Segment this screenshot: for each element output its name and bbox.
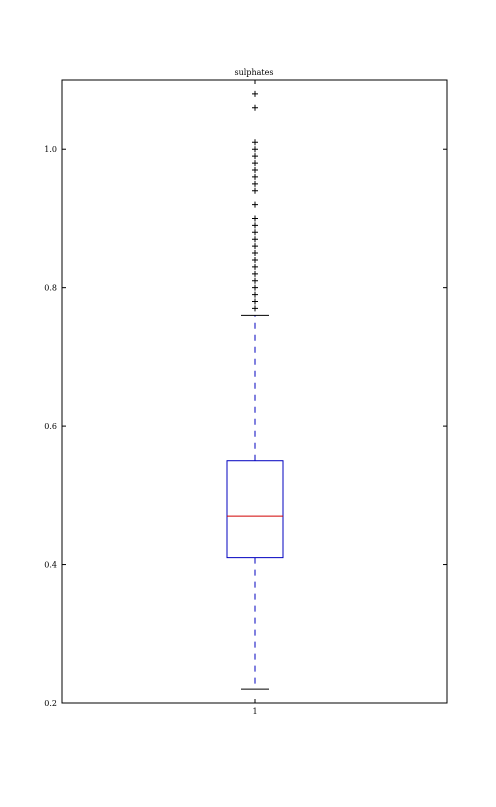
outlier-point <box>252 284 258 291</box>
outlier-point <box>252 236 258 243</box>
chart-title: sulphates <box>235 68 274 77</box>
outlier-point <box>252 243 258 250</box>
outlier-point <box>252 180 258 187</box>
outlier-point <box>252 305 258 312</box>
outlier-point <box>252 270 258 277</box>
outlier-point <box>252 166 258 173</box>
x-tick-label: 1 <box>252 707 257 716</box>
outlier-point <box>252 90 258 97</box>
outlier-point <box>252 229 258 236</box>
outlier-point <box>252 173 258 180</box>
outlier-point <box>252 201 258 208</box>
outlier-point <box>252 153 258 160</box>
y-tick-label: 0.2 <box>44 699 57 708</box>
outlier-point <box>252 277 258 284</box>
outlier-point <box>252 250 258 257</box>
y-tick-label: 0.6 <box>44 422 57 431</box>
outlier-point <box>252 215 258 222</box>
outlier-point <box>252 291 258 298</box>
outlier-point <box>252 146 258 153</box>
outlier-point <box>252 263 258 270</box>
outlier-point <box>252 139 258 146</box>
plot-area: 0.2 0.4 0.6 0.8 1.0 1 <box>44 79 448 716</box>
y-tick-label: 0.4 <box>44 561 57 570</box>
outlier-point <box>252 104 258 111</box>
y-tick-label: 0.8 <box>44 284 57 293</box>
outlier-point <box>252 222 258 229</box>
outlier-point <box>252 160 258 167</box>
outlier-point <box>252 256 258 263</box>
y-tick-label: 1.0 <box>44 145 57 154</box>
outlier-point <box>252 187 258 194</box>
iqr-box <box>226 460 284 559</box>
outlier-point <box>252 298 258 305</box>
